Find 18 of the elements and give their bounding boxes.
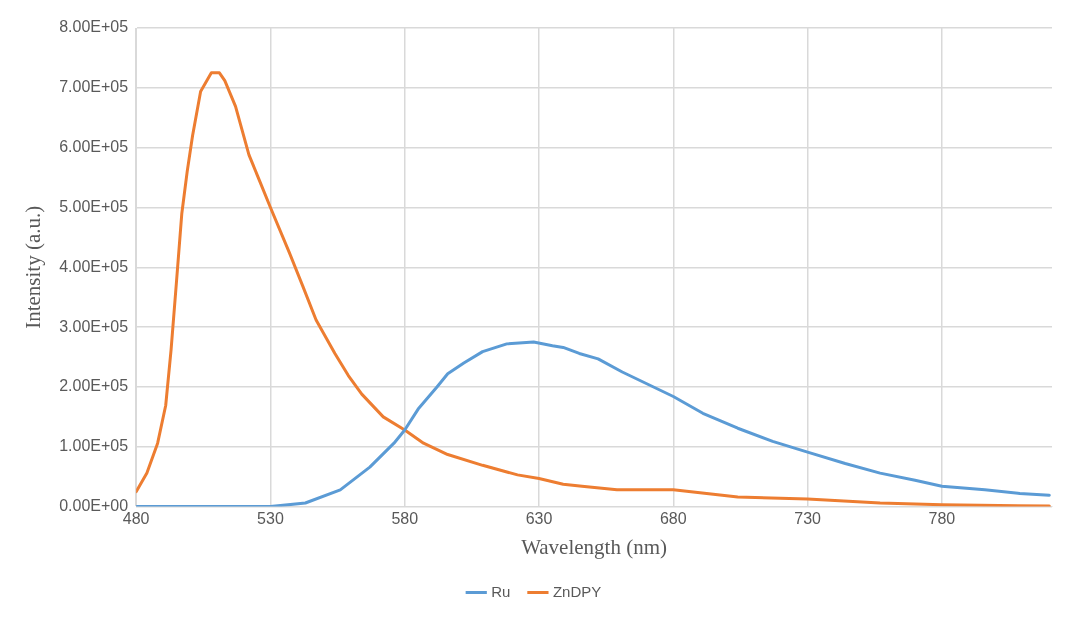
x-tick-label: 580: [391, 509, 419, 527]
y-tick-label: 7.00E+05: [59, 78, 129, 96]
y-tick-label: 5.00E+05: [59, 197, 129, 215]
legend-label: ZnDPY: [552, 582, 602, 600]
x-tick-label: 530: [257, 509, 284, 527]
y-tick-label: 3.00E+05: [59, 317, 129, 335]
x-axis-title: Wavelength (nm): [521, 534, 667, 559]
y-tick-label: 6.00E+05: [59, 138, 129, 156]
y-tick-label: 4.00E+05: [59, 257, 129, 275]
legend-label: Ru: [491, 582, 511, 600]
y-axis-title: Intensity (a.u.): [21, 205, 46, 329]
x-tick-label: 780: [928, 509, 956, 527]
y-tick-label: 2.00E+05: [59, 377, 129, 395]
x-tick-label: 680: [659, 509, 687, 527]
y-tick-label: 8.00E+05: [59, 18, 129, 36]
x-tick-label: 630: [525, 509, 553, 527]
x-tick-label: 730: [794, 509, 822, 527]
y-tick-label: 1.00E+05: [59, 437, 129, 455]
